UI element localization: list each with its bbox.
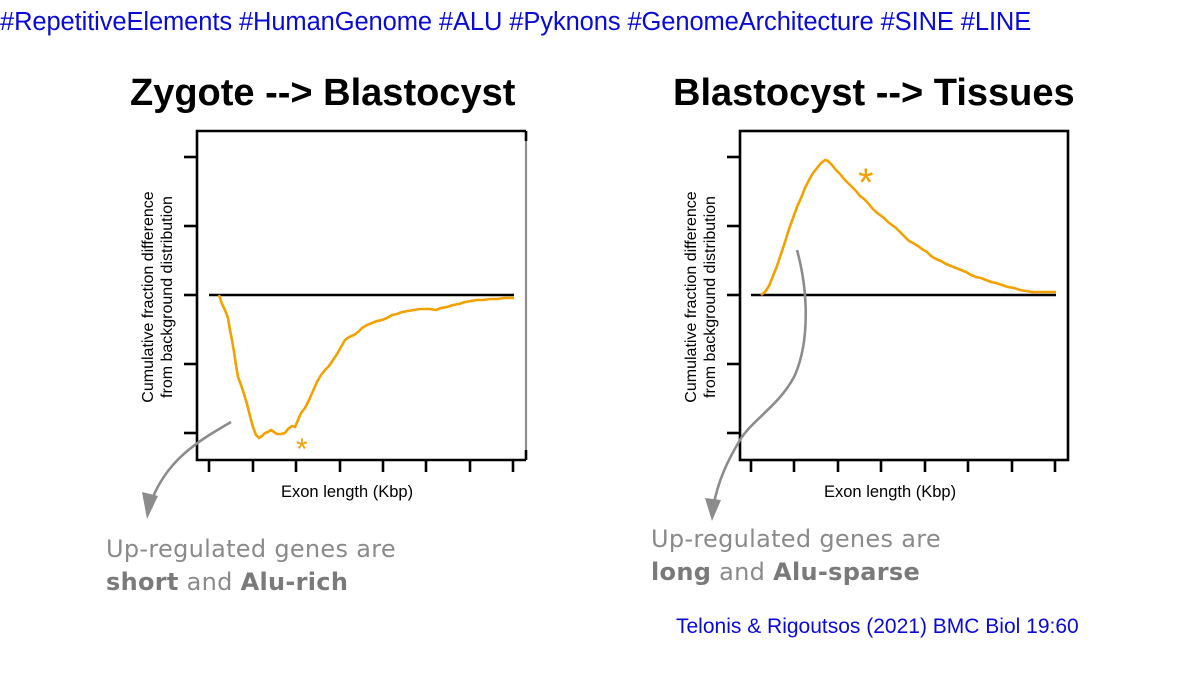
left-y-axis-label: Cumulative fraction difference from back… xyxy=(139,142,177,452)
right-callout-arrow xyxy=(711,249,808,509)
right-y-axis-label-line1: Cumulative fraction difference xyxy=(683,191,700,403)
citation: Telonis & Rigoutsos (2021) BMC Biol 19:6… xyxy=(676,615,1079,638)
panel-title-blastocyst-tissues: Blastocyst --> Tissues xyxy=(673,72,1075,114)
right-x-ticks xyxy=(749,460,1057,472)
right-note-and: and xyxy=(711,558,774,586)
left-note-line2: short and Alu-rich xyxy=(106,566,396,599)
right-y-axis-label: Cumulative fraction difference from back… xyxy=(682,142,720,452)
left-note-line1: Up-regulated genes are xyxy=(106,535,396,563)
right-y-axis-label-line2: from background distribution xyxy=(702,196,719,398)
hashtags-header: #RepetitiveElements #HumanGenome #ALU #P… xyxy=(0,8,1032,36)
right-x-axis-label: Exon length (Kbp) xyxy=(824,483,957,501)
left-significance-asterisk: * xyxy=(296,433,308,466)
right-plot: * xyxy=(705,129,1070,521)
right-note-line2: long and Alu-sparse xyxy=(651,556,941,589)
left-x-axis-label: Exon length (Kbp) xyxy=(281,483,414,501)
right-note-bold-long: long xyxy=(651,558,712,586)
right-callout-arrowhead-icon xyxy=(705,498,721,521)
panel-title-zygote-blastocyst: Zygote --> Blastocyst xyxy=(130,72,516,114)
left-note: Up-regulated genes are short and Alu-ric… xyxy=(106,533,396,599)
left-note-bold-short: short xyxy=(106,568,179,596)
left-y-axis-label-line2: from background distribution xyxy=(159,196,176,398)
left-curve xyxy=(217,294,514,440)
right-significance-asterisk: * xyxy=(858,161,874,205)
left-note-bold-alu-rich: Alu-rich xyxy=(240,568,349,596)
left-y-ticks xyxy=(184,155,197,435)
left-note-and: and xyxy=(178,568,241,596)
right-note-bold-alu-sparse: Alu-sparse xyxy=(773,558,921,586)
right-note-line1: Up-regulated genes are xyxy=(651,525,941,553)
left-plot: * xyxy=(142,129,528,519)
right-curve xyxy=(760,158,1056,297)
right-note: Up-regulated genes are long and Alu-spar… xyxy=(651,523,941,589)
left-y-axis-label-line1: Cumulative fraction difference xyxy=(140,191,157,403)
left-callout-arrowhead-icon xyxy=(142,492,158,519)
right-y-ticks xyxy=(727,155,740,435)
left-x-ticks xyxy=(207,460,515,472)
left-callout-arrow xyxy=(148,420,232,506)
